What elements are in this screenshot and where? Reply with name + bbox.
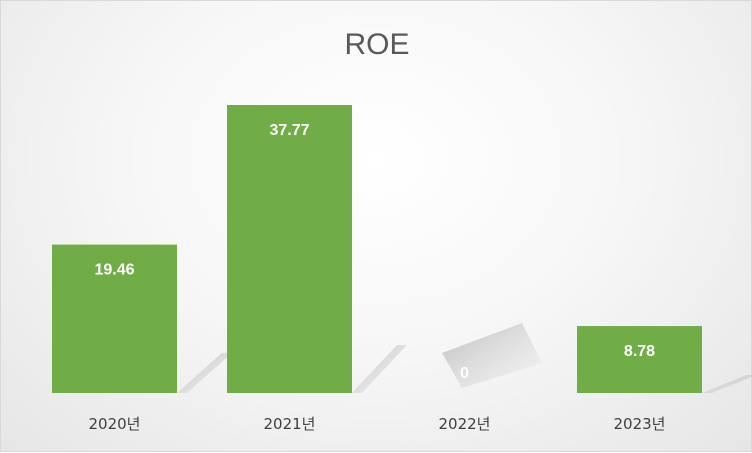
data-label-1: 37.77	[269, 122, 309, 139]
bar-shadow	[702, 374, 752, 393]
bar-1	[227, 105, 352, 393]
x-tick-label-1: 2021년	[264, 415, 316, 433]
x-axis-tick-labels: 2020년 2021년 2022년 2023년	[89, 415, 666, 433]
bar-shadow	[177, 352, 232, 393]
bar-3	[577, 326, 702, 393]
data-labels: 19.46 37.77 0 8.78	[94, 122, 655, 382]
bar-shadow	[442, 323, 542, 388]
bar-shadows	[177, 323, 752, 393]
data-label-2: 0	[460, 365, 469, 382]
data-label-3: 8.78	[624, 343, 655, 360]
bar-0	[52, 244, 177, 393]
x-tick-label-3: 2023년	[614, 415, 666, 433]
bars	[52, 105, 702, 393]
data-label-0: 19.46	[94, 262, 134, 279]
bar-shadow	[352, 345, 407, 393]
chart-title: ROE	[344, 28, 409, 61]
x-tick-label-0: 2020년	[89, 415, 141, 433]
x-tick-label-2: 2022년	[439, 415, 491, 433]
